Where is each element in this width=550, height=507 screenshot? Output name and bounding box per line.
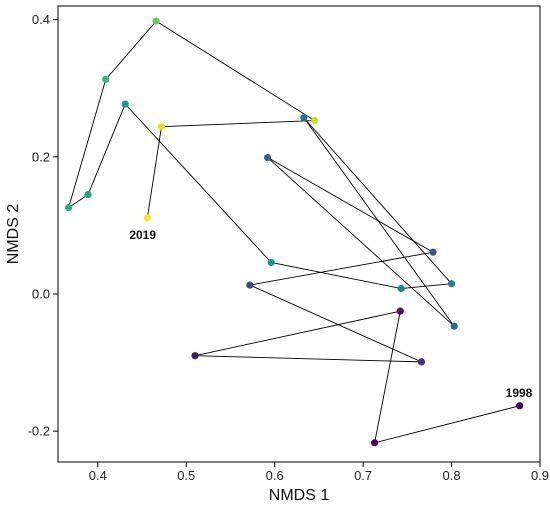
data-point: [371, 439, 379, 447]
x-axis-title: NMDS 1: [269, 487, 330, 504]
path-segment: [87, 103, 126, 195]
path-segment: [155, 20, 315, 121]
path-segment: [105, 20, 157, 80]
path-segment: [374, 311, 401, 443]
data-point: [102, 75, 110, 83]
plot-frame: [57, 5, 541, 463]
data-point: [396, 307, 404, 315]
x-tick-label: 0.4: [89, 468, 107, 483]
path-segment: [249, 251, 434, 286]
x-tick-label: 0.6: [266, 468, 284, 483]
path-segment: [194, 310, 401, 357]
data-point: [191, 352, 199, 360]
y-tick-label: -0.2: [28, 424, 50, 439]
x-tick-label: 0.9: [531, 468, 549, 483]
path-segment: [146, 126, 162, 218]
data-point: [429, 248, 437, 256]
points-layer: [65, 17, 524, 447]
data-point: [417, 358, 426, 366]
path-segment: [68, 79, 107, 208]
y-tick-label: 0.4: [32, 12, 50, 27]
annotation-2019: 2019: [129, 228, 156, 242]
y-axis-title: NMDS 2: [5, 204, 22, 265]
data-point: [143, 214, 151, 222]
path-segment: [267, 157, 455, 327]
y-tick-label: 0.2: [32, 149, 50, 164]
data-point: [152, 17, 160, 25]
path-segment: [161, 120, 315, 128]
data-point: [447, 280, 456, 288]
data-point: [121, 100, 129, 108]
path-segment: [303, 117, 452, 285]
x-tick-label: 0.8: [443, 468, 461, 483]
path-segment: [68, 194, 89, 208]
y-axis-ticks: -0.2 0.0 0.2 0.4: [28, 12, 58, 439]
data-point: [84, 190, 92, 199]
path-segment: [124, 103, 272, 263]
data-point: [450, 322, 458, 330]
annotation-1998: 1998: [506, 386, 533, 400]
data-point: [267, 258, 275, 267]
data-point: [516, 402, 524, 410]
path-segment: [249, 284, 422, 363]
x-tick-label: 0.5: [177, 468, 195, 483]
y-tick-label: 0.0: [32, 287, 50, 302]
path-segment: [374, 405, 520, 444]
data-point: [310, 116, 319, 125]
data-point: [397, 284, 405, 293]
data-point: [65, 204, 73, 212]
data-point: [246, 281, 254, 289]
path-segment: [267, 157, 434, 253]
data-point: [300, 114, 308, 122]
annotations-layer: 1998 2019: [129, 228, 532, 400]
path-segment: [303, 117, 455, 327]
x-axis-ticks: 0.4 0.5 0.6 0.7 0.8 0.9: [89, 462, 549, 483]
path-segment: [195, 355, 422, 363]
path-segment: [401, 283, 452, 289]
trajectory-path: [68, 20, 520, 444]
x-tick-label: 0.7: [354, 468, 372, 483]
data-point: [264, 153, 272, 162]
path-segment: [271, 262, 402, 289]
data-point: [157, 123, 166, 131]
